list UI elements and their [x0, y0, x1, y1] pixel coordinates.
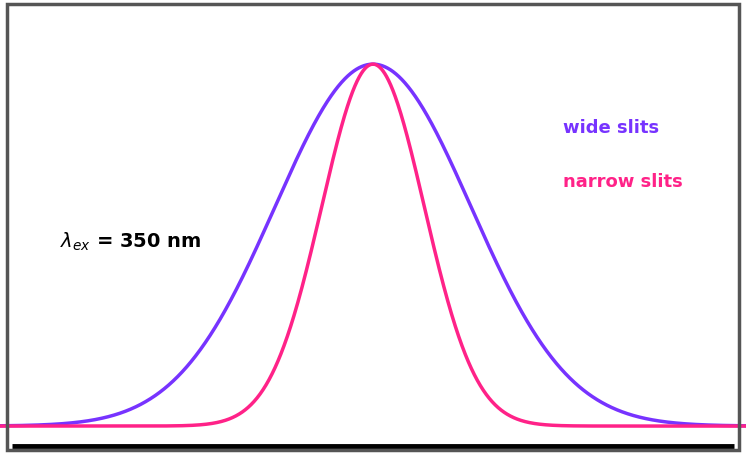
Text: wide slits: wide slits [563, 118, 659, 136]
Text: $\lambda_{ex}$ = 350 nm: $\lambda_{ex}$ = 350 nm [60, 230, 201, 252]
Text: narrow slits: narrow slits [563, 173, 683, 191]
